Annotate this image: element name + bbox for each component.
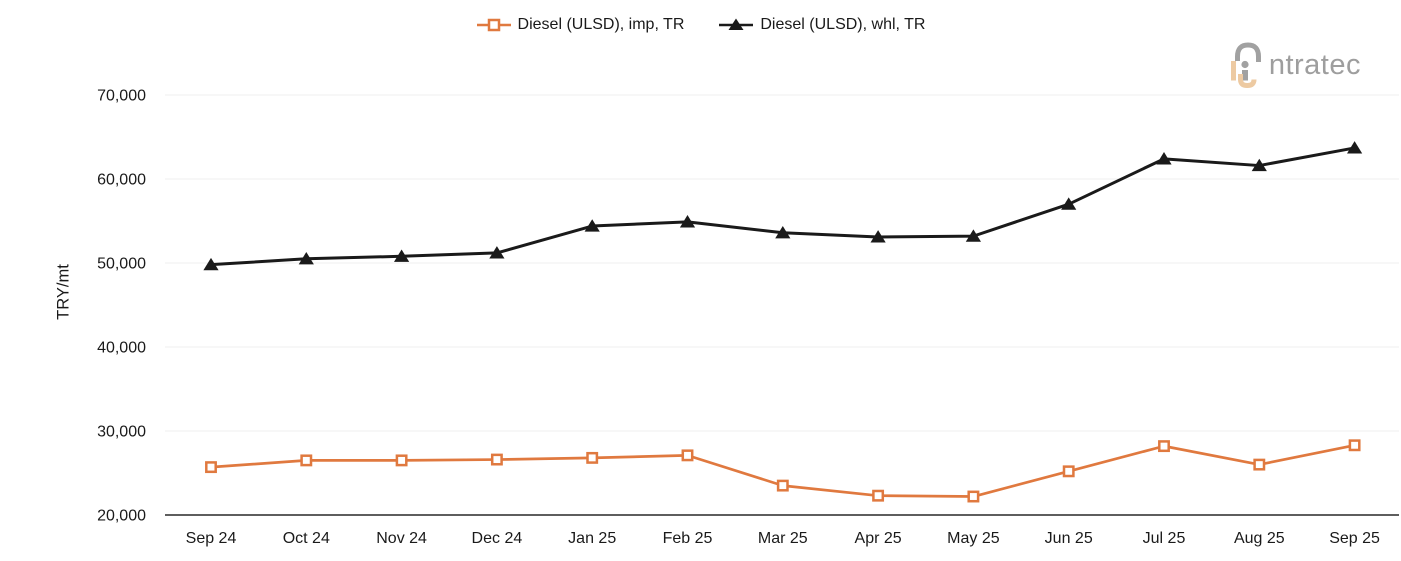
x-tick-label: Oct 24 <box>283 530 330 547</box>
y-tick-label: 70,000 <box>97 88 146 105</box>
x-tick-label: Jul 25 <box>1143 530 1186 547</box>
x-tick-label: Jun 25 <box>1045 530 1093 547</box>
data-point-whl <box>870 230 886 243</box>
y-tick-label: 60,000 <box>97 172 146 189</box>
data-point-whl <box>965 229 981 242</box>
series-line-whl <box>209 146 1357 267</box>
data-point-imp <box>586 451 599 464</box>
x-tick-label: Jan 25 <box>568 530 616 547</box>
data-point-imp <box>395 454 408 467</box>
x-tick-label: Sep 25 <box>1329 530 1380 547</box>
legend-label-imp: Diesel (ULSD), imp, TR <box>517 16 685 33</box>
data-point-imp <box>1253 458 1266 471</box>
chart-legend: Diesel (ULSD), imp, TR Diesel (ULSD), wh… <box>0 16 1401 34</box>
data-point-imp <box>1062 465 1075 478</box>
y-tick-label: 50,000 <box>97 256 146 273</box>
data-point-imp <box>300 454 313 467</box>
data-point-whl <box>1156 152 1172 165</box>
data-point-whl <box>489 246 505 259</box>
logo-text: ntratec <box>1268 49 1361 81</box>
data-point-whl <box>394 249 410 262</box>
data-point-imp <box>681 449 694 462</box>
x-tick-label: Feb 25 <box>663 530 713 547</box>
y-tick-label: 40,000 <box>97 340 146 357</box>
data-point-whl <box>584 219 600 232</box>
data-point-whl <box>1061 197 1077 210</box>
legend-item-imp: Diesel (ULSD), imp, TR <box>476 16 685 34</box>
data-point-imp <box>776 479 789 492</box>
data-point-whl <box>775 225 791 239</box>
x-tick-label: Nov 24 <box>376 530 427 547</box>
x-tick-label: Dec 24 <box>472 530 523 547</box>
data-point-imp <box>872 489 885 502</box>
data-point-imp <box>967 490 980 503</box>
data-point-whl <box>1251 158 1267 172</box>
y-tick-label: 20,000 <box>97 508 146 525</box>
data-point-whl <box>679 215 696 228</box>
y-tick-label: 30,000 <box>97 424 146 441</box>
data-point-whl <box>298 252 314 265</box>
data-point-imp <box>205 461 217 474</box>
x-tick-label: Apr 25 <box>855 530 902 547</box>
data-point-whl <box>203 257 219 271</box>
x-tick-label: May 25 <box>947 530 1000 547</box>
legend-label-whl: Diesel (ULSD), whl, TR <box>760 16 926 33</box>
intratec-logo: ntratec <box>1228 38 1361 90</box>
legend-marker-open-square-icon <box>476 18 511 32</box>
x-tick-label: Mar 25 <box>758 530 808 547</box>
data-point-whl <box>1347 141 1363 154</box>
data-point-imp <box>1348 439 1361 452</box>
data-point-imp <box>490 453 503 466</box>
data-point-imp <box>1158 440 1170 453</box>
intratec-logo-mark-icon <box>1230 42 1261 88</box>
legend-item-whl: Diesel (ULSD), whl, TR <box>718 16 925 34</box>
x-tick-label: Sep 24 <box>186 530 237 547</box>
x-tick-label: Aug 25 <box>1234 530 1285 547</box>
legend-marker-filled-triangle-icon <box>719 18 754 30</box>
